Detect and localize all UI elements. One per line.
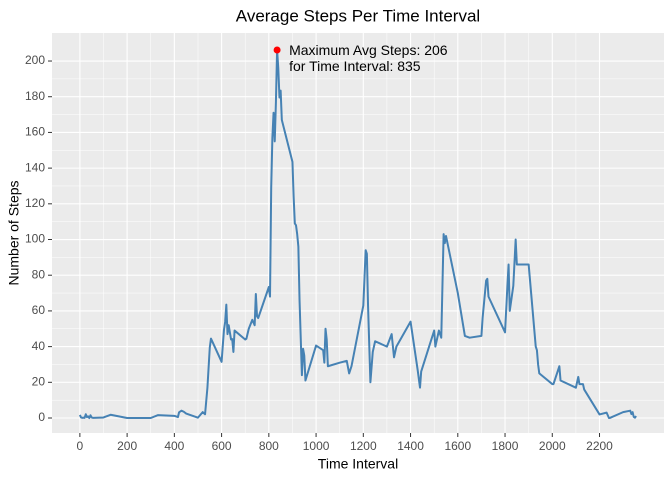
x-tick-label: 2200: [586, 439, 613, 453]
x-tick-label: 1000: [303, 439, 330, 453]
max-point: [273, 46, 281, 54]
x-tick-label: 1600: [444, 439, 471, 453]
x-tick-label: 400: [164, 439, 184, 453]
y-tick-label: 40: [32, 339, 46, 353]
x-tick-label: 800: [259, 439, 279, 453]
y-tick-label: 20: [32, 374, 46, 388]
grid: [52, 33, 664, 433]
x-tick-label: 2000: [539, 439, 566, 453]
x-tick-label: 600: [212, 439, 232, 453]
y-tick-label: 60: [32, 303, 46, 317]
x-tick-label: 1800: [492, 439, 519, 453]
x-tick-label: 1400: [397, 439, 424, 453]
chart-title: Average Steps Per Time Interval: [236, 6, 480, 25]
annotation-text: Maximum Avg Steps: 206: [289, 42, 448, 58]
y-tick-label: 80: [32, 267, 46, 281]
y-tick-label: 120: [25, 196, 45, 210]
y-tick-label: 0: [38, 410, 45, 424]
x-tick-label: 200: [117, 439, 137, 453]
x-axis-title: Time Interval: [318, 456, 398, 472]
annotation-text: for Time Interval: 835: [289, 58, 421, 74]
x-tick-label: 0: [77, 439, 84, 453]
x-tick-label: 1200: [350, 439, 377, 453]
y-tick-label: 180: [25, 89, 45, 103]
y-tick-label: 160: [25, 125, 45, 139]
y-tick-label: 140: [25, 160, 45, 174]
panel: [52, 33, 664, 433]
y-axis-title: Number of Steps: [6, 180, 22, 285]
y-tick-label: 100: [25, 232, 45, 246]
y-tick-label: 200: [25, 53, 45, 67]
line-series: [78, 48, 637, 420]
